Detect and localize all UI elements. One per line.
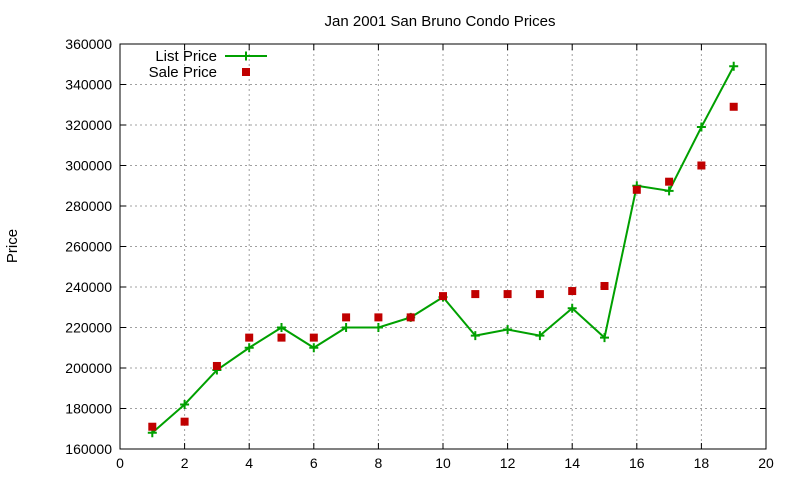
y-tick-label: 160000	[65, 441, 112, 457]
data-point	[600, 281, 609, 290]
data-point	[374, 313, 383, 322]
data-point	[697, 161, 706, 170]
y-tick-label: 280000	[65, 198, 112, 214]
data-point	[148, 422, 157, 431]
y-tick-label: 320000	[65, 117, 112, 133]
data-point	[309, 333, 318, 342]
x-tick-label: 12	[500, 455, 516, 471]
legend-label-list-price: List Price	[155, 48, 217, 65]
x-tick-label: 10	[435, 455, 451, 471]
data-point	[244, 343, 254, 353]
data-point	[535, 331, 545, 341]
y-tick-label: 360000	[65, 36, 112, 52]
data-point	[245, 333, 254, 342]
data-point	[470, 331, 480, 341]
y-tick-label: 180000	[65, 401, 112, 417]
data-point	[567, 303, 577, 313]
data-point	[503, 325, 513, 335]
x-tick-label: 4	[245, 455, 253, 471]
data-point	[180, 417, 189, 426]
legend-marker	[241, 51, 251, 61]
y-tick-label: 300000	[65, 158, 112, 174]
legend-label-sale-price: Sale Price	[149, 64, 217, 81]
data-point	[632, 185, 641, 194]
data-point	[503, 290, 512, 299]
data-point	[568, 287, 577, 296]
x-tick-label: 0	[116, 455, 124, 471]
data-point	[342, 313, 351, 322]
data-point	[341, 323, 351, 332]
data-point	[406, 313, 415, 322]
legend: List Price Sale Price	[149, 48, 267, 81]
y-axis-tick-labels: 160000 180000 200000 220000 240000 260000 2800…	[65, 36, 112, 457]
data-point	[665, 177, 674, 186]
x-tick-label: 20	[758, 455, 774, 471]
x-tick-label: 16	[629, 455, 645, 471]
y-tick-label: 220000	[65, 320, 112, 336]
data-point	[439, 292, 447, 301]
series-1	[148, 102, 738, 431]
chart-title: Jan 2001 San Bruno Condo Prices	[325, 13, 556, 30]
y-tick-label: 260000	[65, 239, 112, 255]
data-point	[471, 290, 480, 299]
x-tick-label: 8	[375, 455, 383, 471]
data-point	[212, 361, 221, 370]
data-point	[373, 323, 383, 332]
data-point	[309, 343, 319, 353]
axis-ticks	[119, 43, 767, 450]
y-tick-label: 340000	[65, 77, 112, 93]
data-point	[696, 122, 706, 132]
data-point	[729, 102, 738, 111]
data-point	[600, 333, 609, 343]
y-tick-label: 240000	[65, 279, 112, 295]
data-point	[277, 323, 286, 332]
data-point	[535, 290, 544, 299]
x-tick-label: 2	[181, 455, 189, 471]
x-tick-label: 18	[694, 455, 710, 471]
y-axis-title: Price	[4, 229, 21, 263]
data-series	[147, 61, 739, 438]
y-tick-label: 200000	[65, 360, 112, 376]
data-point	[180, 399, 190, 409]
data-point	[664, 186, 674, 196]
data-point	[277, 333, 286, 342]
x-axis-tick-labels: 0 2 4 6 8 10 12 14 16 18 20	[116, 455, 774, 471]
x-tick-label: 14	[564, 455, 580, 471]
legend-marker	[242, 68, 250, 76]
x-tick-label: 6	[310, 455, 318, 471]
data-point	[729, 61, 739, 71]
